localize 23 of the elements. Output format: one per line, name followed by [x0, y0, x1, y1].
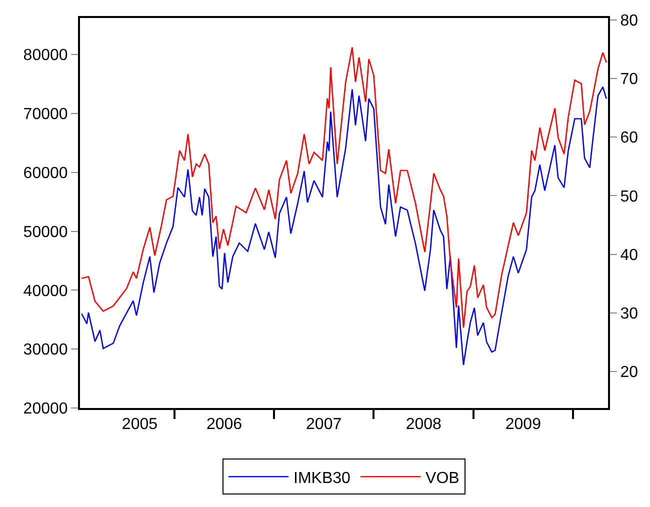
y2-tick-label: 80: [620, 12, 638, 30]
y2-tick-label: 40: [620, 246, 638, 264]
y-tick-label: 30000: [23, 342, 68, 359]
legend-label: IMKB30: [294, 470, 351, 487]
x-tick-label: 2006: [206, 416, 242, 434]
y-tick-label: 80000: [23, 47, 68, 64]
y2-tick-label: 70: [620, 71, 638, 88]
x-tick-label: 2008: [406, 416, 442, 434]
x-tick-label: 2009: [505, 416, 542, 434]
y-tick-label: 20000: [23, 400, 68, 418]
y-tick-label: 70000: [23, 106, 68, 124]
line-series: [80, 46, 608, 328]
x-tick-label: 2005: [122, 416, 158, 434]
y-tick-label: 50000: [23, 224, 68, 241]
line-series: [80, 86, 608, 366]
y2-tick-label: 30: [620, 306, 638, 323]
legend-label: VOB: [426, 470, 460, 487]
y2-tick-label: 60: [620, 130, 638, 147]
x-tick-label: 2007: [306, 416, 342, 434]
y2-tick-label: 50: [620, 188, 638, 206]
y-tick-label: 60000: [23, 164, 68, 182]
y-tick-label: 40000: [23, 282, 68, 300]
y2-tick-label: 20: [620, 364, 638, 382]
